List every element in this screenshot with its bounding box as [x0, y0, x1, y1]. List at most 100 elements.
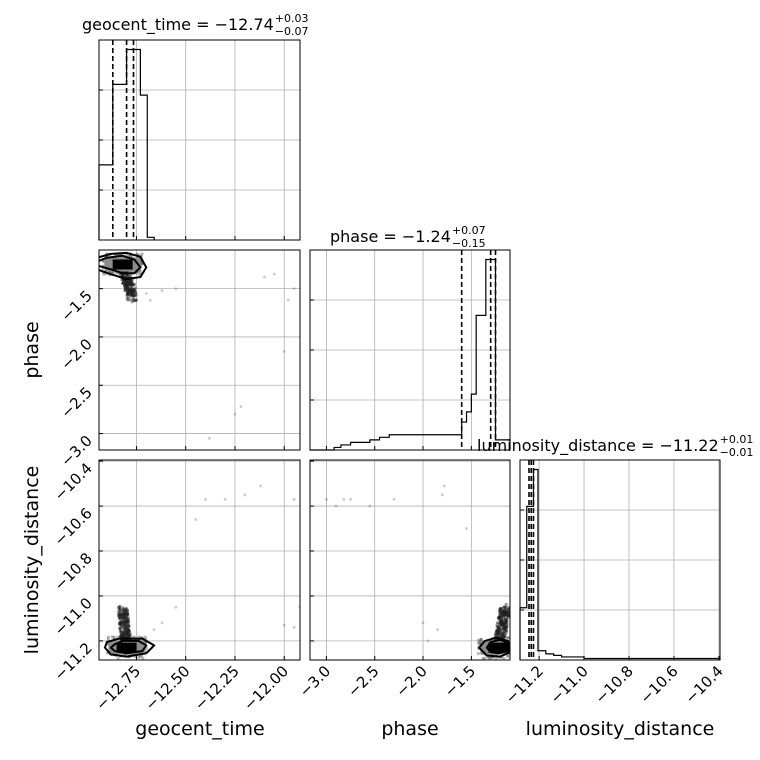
sample-point	[122, 620, 126, 624]
contour-line	[485, 638, 510, 655]
sample-point	[499, 607, 503, 611]
sample-point	[501, 610, 505, 614]
outlier-point	[204, 497, 207, 501]
sample-point	[117, 605, 121, 609]
sample-point	[503, 613, 507, 618]
sample-point	[502, 605, 506, 609]
sample-point	[503, 629, 507, 633]
sample-point	[137, 655, 141, 660]
sample-point	[502, 614, 506, 618]
sample-point	[126, 620, 131, 625]
sample-point	[118, 612, 123, 616]
sample-point	[501, 634, 505, 638]
sample-point	[504, 621, 508, 625]
sample-point	[496, 620, 500, 625]
sample-point	[126, 619, 131, 624]
sample-point	[126, 290, 130, 294]
sample-point	[125, 612, 129, 616]
sample-point	[131, 296, 136, 300]
sample-point	[507, 611, 510, 616]
sample-point	[129, 282, 134, 286]
sample-point	[503, 611, 507, 615]
outlier-point	[442, 484, 446, 488]
sample-point	[131, 292, 135, 296]
sample-point	[124, 606, 128, 610]
sample-point	[503, 624, 508, 629]
sample-point	[513, 648, 516, 651]
axis-label: phase	[21, 321, 43, 378]
sample-point	[506, 615, 510, 619]
sample-point	[128, 286, 132, 290]
sample-point	[122, 633, 126, 637]
sample-point	[117, 607, 121, 612]
sample-point	[498, 607, 503, 611]
sample-point	[125, 285, 129, 289]
title-param: luminosity_distance =	[477, 436, 659, 456]
sample-point	[127, 280, 131, 284]
x-tick-label: −12.75	[92, 662, 144, 714]
y-tick-label: −10.6	[51, 504, 96, 549]
sample-point	[500, 618, 504, 622]
sample-point	[121, 606, 125, 610]
sample-point	[499, 621, 503, 625]
sample-point	[122, 617, 126, 622]
sample-point	[130, 281, 134, 285]
sample-point	[502, 612, 506, 617]
sample-point	[126, 609, 130, 613]
sample-point	[506, 608, 510, 612]
sample-point	[495, 622, 499, 626]
sample-point	[118, 622, 122, 627]
sample-point	[125, 619, 129, 623]
panel-title: luminosity_distance = −11.22	[477, 436, 719, 456]
sample-point	[128, 254, 132, 258]
sample-point	[503, 625, 507, 629]
sample-point	[123, 284, 127, 288]
sample-point	[121, 273, 125, 277]
sample-point	[499, 615, 503, 619]
sample-point	[498, 621, 502, 626]
sample-point	[501, 631, 505, 635]
sample-point	[118, 617, 123, 621]
sample-point	[123, 280, 127, 285]
sample-point	[124, 279, 128, 283]
sample-point	[126, 283, 130, 287]
sample-point	[118, 621, 122, 625]
sample-point	[133, 286, 137, 290]
sample-point	[124, 612, 128, 616]
sample-point	[502, 621, 507, 625]
sample-point	[500, 623, 504, 627]
sample-point	[124, 615, 128, 619]
sample-point	[126, 620, 130, 624]
sample-point	[504, 611, 508, 615]
sample-point	[499, 614, 503, 618]
sample-point	[503, 611, 507, 615]
sample-point	[495, 629, 499, 633]
sample-point	[496, 616, 501, 620]
sample-point	[126, 291, 130, 295]
sample-point	[126, 292, 130, 297]
x-tick-label: −2.5	[344, 662, 382, 700]
sample-point	[127, 623, 131, 627]
outlier-point	[286, 298, 290, 302]
sample-point	[504, 613, 508, 617]
outlier-point	[292, 497, 296, 501]
outlier-point	[148, 298, 152, 302]
sample-point	[498, 609, 502, 613]
sample-point	[123, 614, 127, 618]
sample-point	[481, 656, 485, 660]
sample-point	[125, 283, 129, 288]
outlier-point	[194, 518, 197, 521]
outlier-point	[223, 497, 227, 501]
sample-point	[130, 281, 134, 285]
sample-point	[505, 610, 509, 614]
sample-point	[498, 630, 502, 634]
outlier-point	[282, 623, 286, 627]
outlier-point	[392, 497, 396, 501]
sample-point	[499, 621, 504, 625]
sample-point	[505, 622, 509, 626]
sample-point	[124, 627, 128, 631]
sample-point	[494, 629, 498, 633]
sample-point	[476, 638, 481, 642]
sample-point	[131, 294, 135, 298]
sample-point	[118, 627, 122, 631]
